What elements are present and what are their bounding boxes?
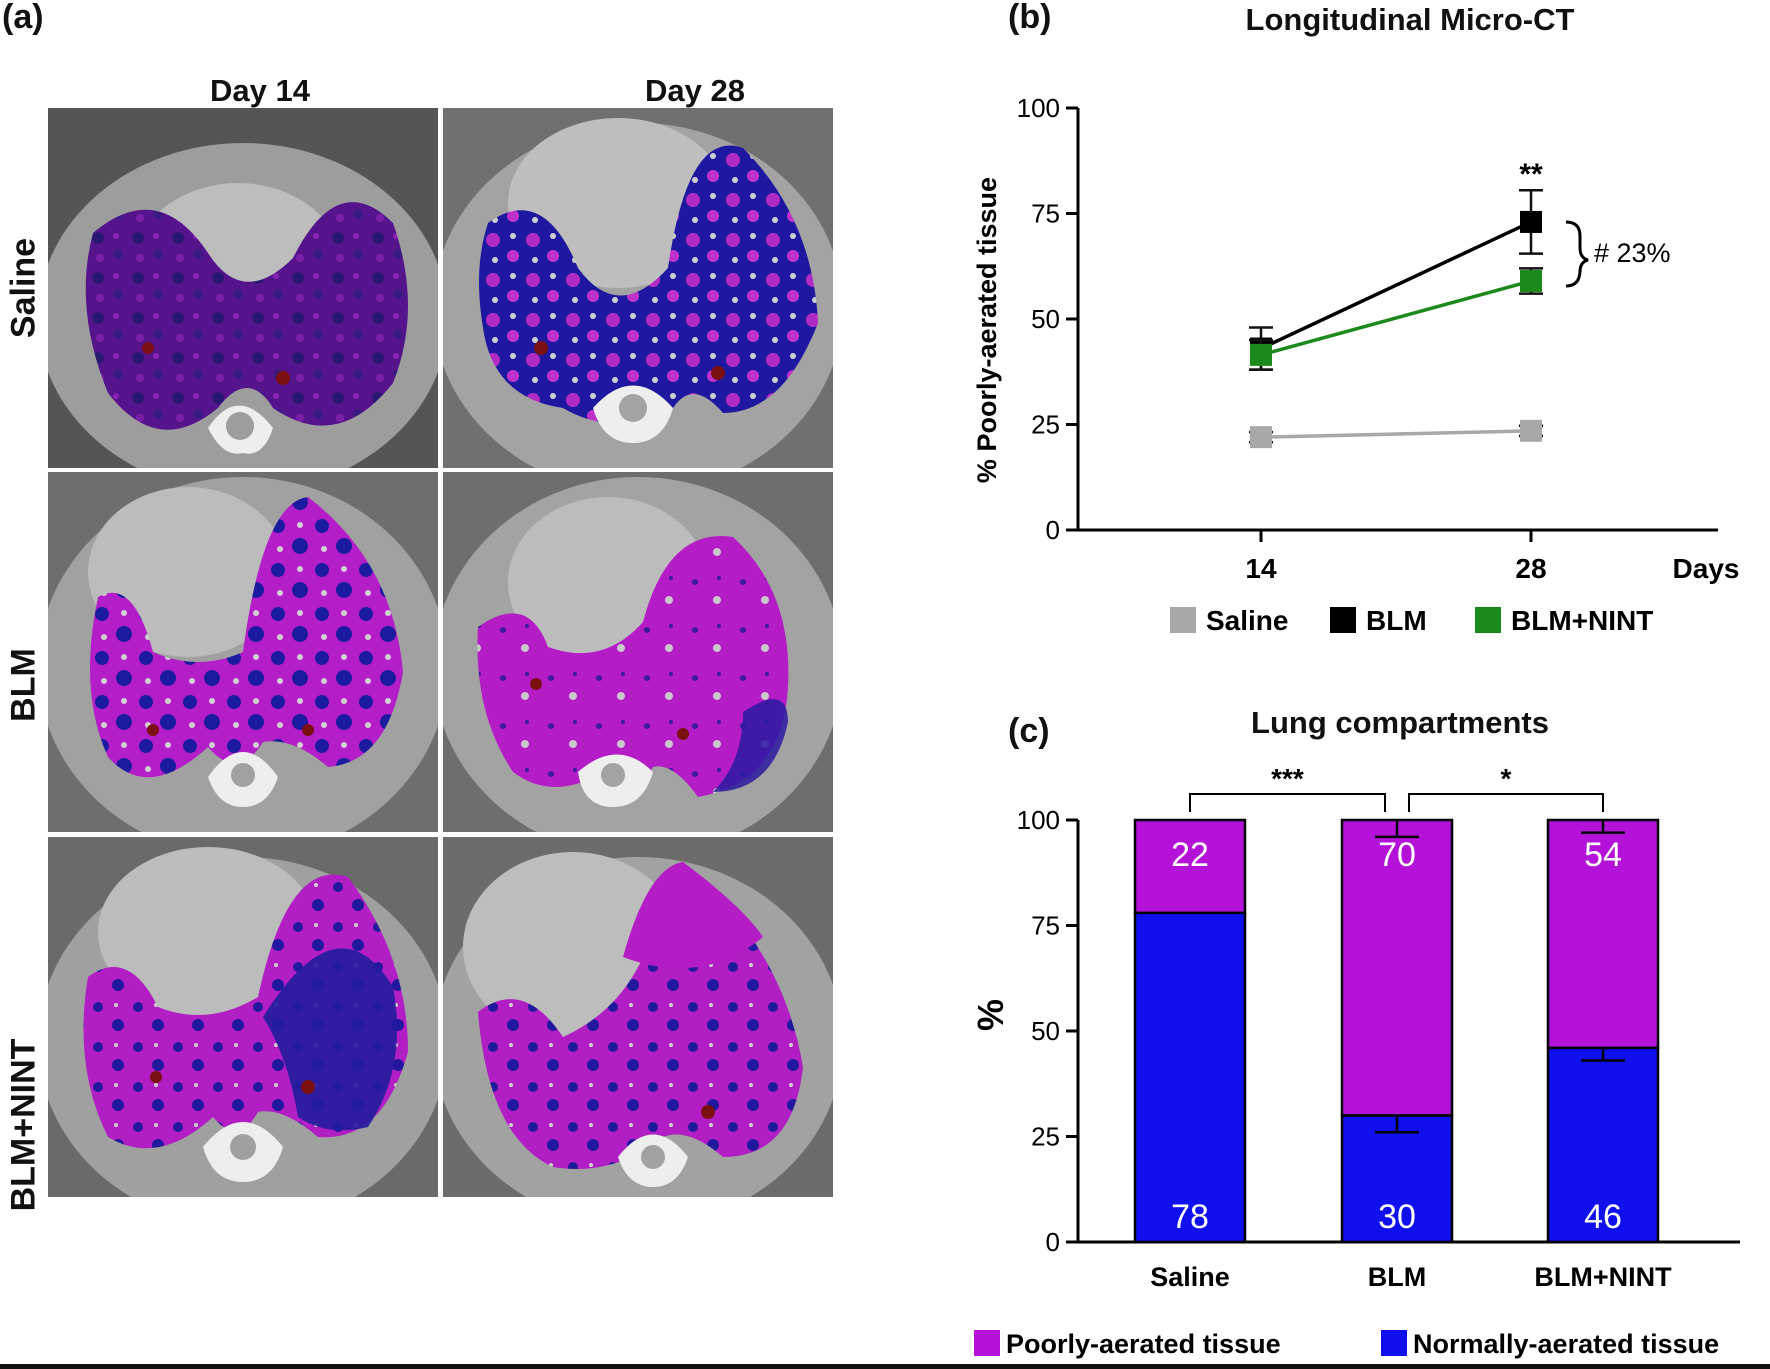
- legend-swatch-poorly-aerated-tissue: [974, 1330, 1000, 1356]
- col-header-day28: Day 28: [645, 73, 745, 108]
- y-axis-label: % Poorly-aerated tissue: [972, 177, 1002, 483]
- y-tick-label: 0: [1046, 515, 1060, 545]
- panel-b-title: Longitudinal Micro-CT: [1245, 2, 1575, 37]
- significance-bracket: [1408, 793, 1604, 812]
- legend: Poorly-aerated tissue Normally-aerated ti…: [974, 1329, 1719, 1359]
- legend-swatch-blm-nint: [1475, 607, 1501, 633]
- ct-scan-saline-day14: [48, 108, 438, 468]
- ct-scan-blm-day14: [48, 472, 438, 832]
- legend-swatch-saline: [1170, 607, 1196, 633]
- bar-poorly-aerated: [1133, 818, 1247, 915]
- series-line-saline: [1260, 429, 1532, 439]
- panel-c-label: (c): [1008, 712, 1050, 750]
- legend-label-blm: BLM: [1366, 605, 1427, 636]
- legend-label-saline: Saline: [1206, 605, 1288, 636]
- bar-poorly-aerated: [1546, 818, 1660, 1050]
- data-point-blm-nint: [1520, 270, 1542, 293]
- data-label-poorly-aerated: 70: [1378, 836, 1416, 874]
- series-blm-nint: [1249, 267, 1543, 371]
- data-point-saline: [1250, 426, 1272, 449]
- y-axis-label: %: [970, 999, 1011, 1031]
- bracket-label: # 23%: [1594, 238, 1671, 268]
- x-tick-label: Saline: [1150, 1262, 1230, 1292]
- panel-b-label: (b): [1008, 0, 1052, 36]
- bar-normally-aerated: [1340, 1114, 1454, 1244]
- x-tick-label: BLM: [1368, 1262, 1426, 1292]
- y-tick-label: 25: [1031, 410, 1060, 440]
- data-point-blm: [1520, 210, 1542, 233]
- y-tick-label: 0: [1046, 1227, 1060, 1257]
- legend-label-blm-nint: BLM+NINT: [1511, 605, 1653, 636]
- x-tick-label: 28: [1515, 553, 1546, 584]
- ct-scan-blm-nint-day14: [48, 837, 438, 1197]
- legend-swatch-blm: [1330, 607, 1356, 633]
- bottom-rule: [0, 1364, 1770, 1369]
- data-point-blm-nint: [1250, 343, 1272, 366]
- y-tick-label: 50: [1031, 1016, 1060, 1046]
- line-chart: 0 25 50 75 100 14 28 % Poorly-aerated tissue D…: [972, 93, 1740, 636]
- legend-label-poorly-aerated-tissue: Poorly-aerated tissue: [1006, 1329, 1281, 1359]
- significance-label: *: [1501, 763, 1512, 794]
- data-label-poorly-aerated: 54: [1584, 836, 1622, 874]
- x-tick-label: BLM+NINT: [1534, 1262, 1672, 1292]
- col-header-day14: Day 14: [210, 73, 310, 108]
- row-label-saline: Saline: [4, 237, 43, 339]
- legend-label-normally-aerated-tissue: Normally-aerated tissue: [1413, 1329, 1719, 1359]
- bar-poorly-aerated: [1340, 818, 1454, 1117]
- row-label-blm: BLM: [4, 648, 43, 722]
- series-blm: [1249, 189, 1543, 371]
- y-tick-label: 100: [1017, 93, 1060, 123]
- legend: Saline BLM BLM+NINT: [1170, 605, 1653, 636]
- ct-scan-blm-day28: [443, 472, 833, 832]
- data-label-normally-aerated: 78: [1171, 1198, 1209, 1236]
- significance-label: **: [1519, 158, 1543, 191]
- significance-label: ***: [1271, 763, 1304, 794]
- series-saline: [1249, 419, 1543, 449]
- ct-scan-saline-day28: [443, 108, 833, 468]
- data-label-poorly-aerated: 22: [1171, 836, 1209, 874]
- y-tick-label: 25: [1031, 1122, 1060, 1152]
- legend-swatch-normally-aerated-tissue: [1381, 1330, 1407, 1356]
- x-axis-label: Days: [1673, 553, 1740, 584]
- bar-normally-aerated: [1133, 911, 1247, 1244]
- y-tick-label: 75: [1031, 199, 1060, 229]
- series-line-blm: [1260, 220, 1532, 351]
- data-point-saline: [1520, 419, 1542, 442]
- y-tick-label: 50: [1031, 304, 1060, 334]
- ct-scan-blm-nint-day28: [443, 837, 833, 1197]
- y-tick-label: 100: [1017, 805, 1060, 835]
- data-label-normally-aerated: 30: [1378, 1198, 1416, 1236]
- y-tick-label: 75: [1031, 911, 1060, 941]
- panel-c-title: Lung compartments: [1251, 705, 1549, 740]
- comparison-brace: [1565, 220, 1589, 288]
- significance-bracket: [1189, 793, 1386, 812]
- series-line-blm-nint: [1260, 279, 1532, 357]
- x-tick-label: 14: [1245, 553, 1277, 584]
- stacked-bar-chart: 0 25 50 75 100 Saline BLM BLM+NINT 22 78 70 30 54 46…: [970, 763, 1740, 1359]
- row-label-blm-nint: BLM+NINT: [4, 1038, 43, 1212]
- panel-a-label: (a): [2, 0, 44, 36]
- data-label-normally-aerated: 46: [1584, 1198, 1622, 1236]
